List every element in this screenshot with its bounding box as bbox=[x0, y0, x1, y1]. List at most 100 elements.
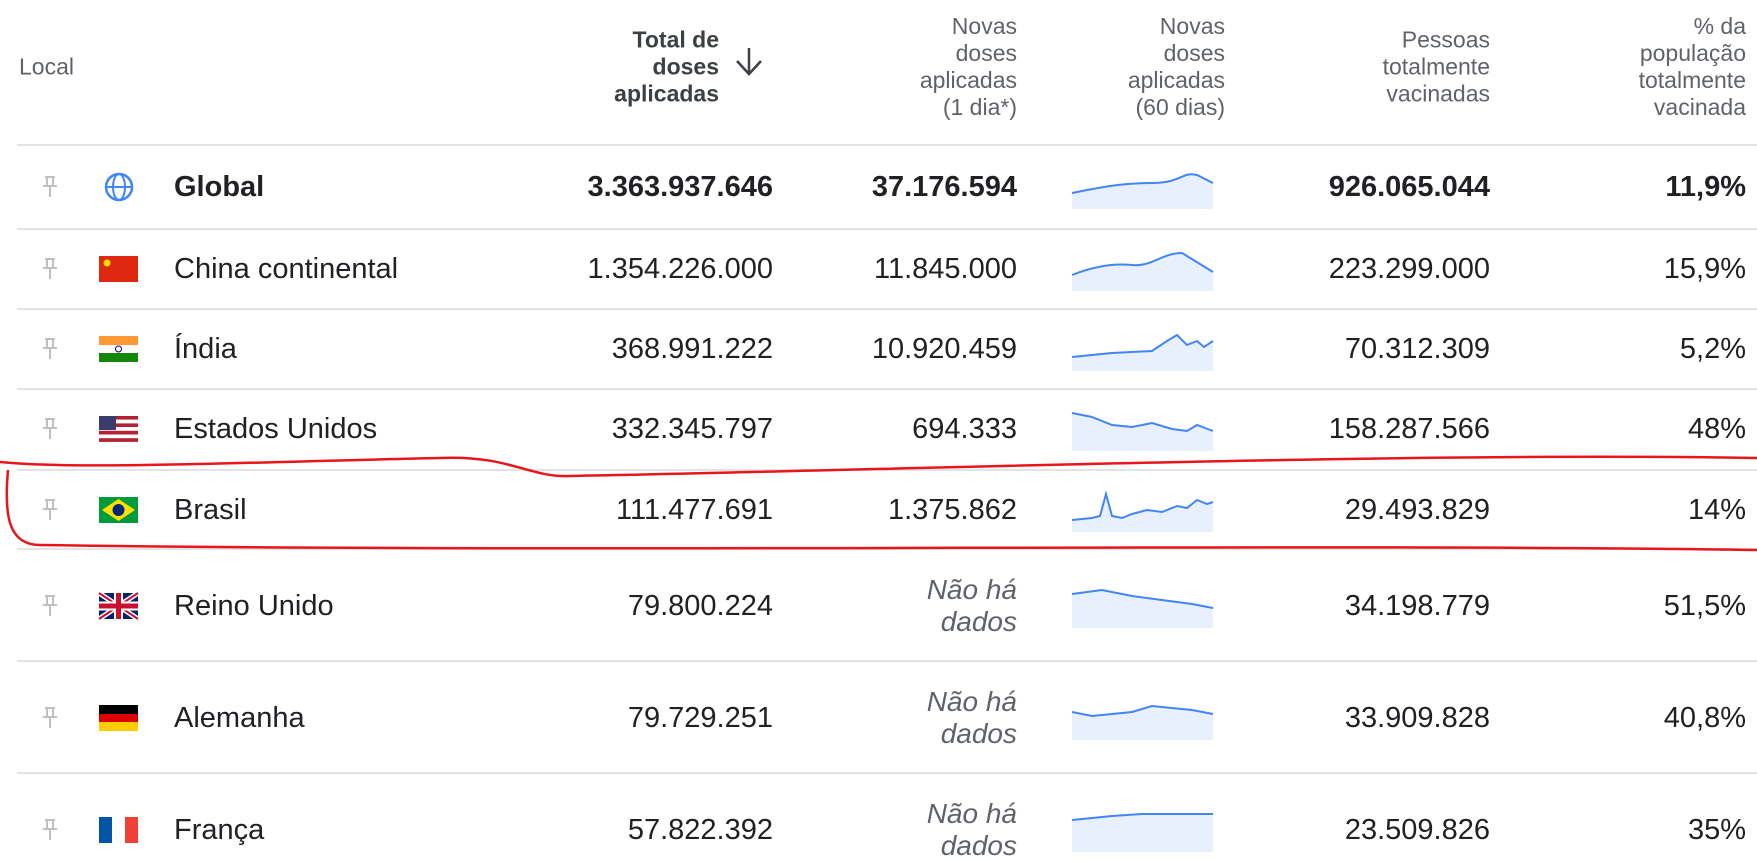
total-doses: 79.729.251 bbox=[628, 702, 773, 734]
header-line: vacinadas bbox=[1386, 80, 1490, 107]
flag-part bbox=[99, 430, 138, 435]
sparkline-area bbox=[1072, 335, 1213, 371]
country-name[interactable]: Estados Unidos bbox=[174, 413, 377, 445]
header-line: % da bbox=[1693, 13, 1746, 39]
sparkline-area bbox=[1072, 814, 1213, 852]
new-doses: 11.845.000 bbox=[874, 253, 1017, 285]
percent-vaccinated: 5,2% bbox=[1680, 333, 1746, 365]
new-doses: 1.375.862 bbox=[888, 494, 1017, 526]
header-line: totalmente bbox=[1638, 67, 1746, 93]
pin-button[interactable] bbox=[43, 176, 57, 197]
flag-part bbox=[99, 434, 138, 439]
percent-vaccinated-text: 48% bbox=[1687, 413, 1746, 445]
flag-wheel bbox=[115, 345, 122, 353]
sparkline-line bbox=[1071, 251, 1214, 276]
header-line: aplicadas bbox=[614, 80, 719, 107]
country-name[interactable]: Índia bbox=[174, 333, 237, 365]
flag-part bbox=[99, 353, 138, 362]
pin-button[interactable] bbox=[43, 707, 57, 728]
flag-globe bbox=[112, 504, 125, 516]
pin-button[interactable] bbox=[43, 499, 57, 520]
country-name-text: Estados Unidos bbox=[174, 413, 378, 445]
sparkline bbox=[1071, 813, 1213, 852]
country-name-text: Brasil bbox=[174, 494, 247, 526]
header-line: Pessoas bbox=[1401, 26, 1490, 53]
sparkline bbox=[1071, 412, 1214, 451]
flag-part bbox=[99, 817, 112, 843]
fully-vaccinated: 34.198.779 bbox=[1345, 590, 1490, 622]
country-name-text: Reino Unido bbox=[174, 590, 334, 622]
flag bbox=[99, 817, 138, 843]
percent-vaccinated: 51,5% bbox=[1664, 590, 1746, 622]
percent-vaccinated-text: 11,9% bbox=[1665, 171, 1746, 203]
flag-part bbox=[99, 345, 138, 353]
flag-part bbox=[99, 705, 138, 714]
sparkline-line bbox=[1071, 704, 1214, 718]
fully-vaccinated-text: 70.312.309 bbox=[1344, 333, 1490, 365]
flag-part bbox=[99, 423, 138, 428]
pin-button[interactable] bbox=[43, 258, 57, 279]
fully-vaccinated: 70.312.309 bbox=[1345, 333, 1490, 365]
country-name[interactable]: Brasil bbox=[174, 494, 247, 526]
sparkline-line bbox=[1071, 490, 1214, 521]
new-doses-text: Não há dados bbox=[926, 798, 1017, 861]
sparkline-line bbox=[1071, 412, 1214, 433]
total-doses-text: 79.800.224 bbox=[627, 590, 773, 622]
sparkline-area bbox=[1072, 253, 1213, 291]
flag-part bbox=[99, 256, 138, 282]
country-name-text: Global bbox=[174, 171, 265, 203]
flag-part bbox=[99, 419, 138, 424]
column-header: Pessoas totalmente vacinadas bbox=[1383, 27, 1490, 108]
sparkline-area bbox=[1072, 494, 1213, 532]
sparkline bbox=[1071, 704, 1214, 740]
fully-vaccinated: 223.299.000 bbox=[1329, 253, 1490, 285]
flag bbox=[99, 336, 138, 362]
total-doses-text: 332.345.797 bbox=[611, 413, 773, 445]
percent-vaccinated-text: 15,9% bbox=[1663, 253, 1746, 285]
country-name[interactable]: China continental bbox=[174, 253, 398, 285]
percent-vaccinated-text: 35% bbox=[1687, 814, 1746, 846]
sparkline bbox=[1071, 251, 1214, 291]
flag-part bbox=[99, 416, 116, 430]
percent-vaccinated-text: 5,2% bbox=[1679, 333, 1746, 365]
fully-vaccinated-text: 29.493.829 bbox=[1344, 494, 1490, 526]
sparkline-line bbox=[1071, 173, 1214, 194]
pin-button[interactable] bbox=[43, 338, 57, 359]
country-name[interactable]: França bbox=[174, 814, 264, 846]
total-doses: 57.822.392 bbox=[628, 814, 773, 846]
pin-button[interactable] bbox=[43, 418, 57, 439]
highlight-top bbox=[0, 455, 1757, 478]
column-header: % da população totalmente vacinada bbox=[1639, 13, 1746, 121]
country-name[interactable]: Reino Unido bbox=[174, 590, 334, 622]
sort-arrow[interactable] bbox=[736, 48, 762, 76]
header-line: vacinada bbox=[1653, 94, 1746, 120]
total-doses: 332.345.797 bbox=[612, 413, 773, 445]
percent-vaccinated: 11,9% bbox=[1665, 171, 1746, 203]
column-header: Novas doses aplicadas (1 dia*) bbox=[920, 13, 1017, 121]
header-line: Novas bbox=[951, 13, 1017, 39]
country-name-text: Alemanha bbox=[174, 702, 305, 734]
flag bbox=[99, 256, 138, 282]
fully-vaccinated: 33.909.828 bbox=[1345, 702, 1490, 734]
total-doses-text: 57.822.392 bbox=[627, 814, 773, 846]
country-name[interactable]: Alemanha bbox=[174, 702, 305, 734]
percent-vaccinated-text: 14% bbox=[1687, 494, 1746, 526]
new-doses-text: 10.920.459 bbox=[871, 333, 1017, 365]
column-header: Local bbox=[19, 54, 74, 81]
sparkline-line bbox=[1071, 333, 1214, 358]
sparkline-line bbox=[1071, 813, 1213, 821]
flag-part bbox=[99, 427, 138, 431]
percent-vaccinated-text: 40,8% bbox=[1663, 702, 1746, 734]
flag-part bbox=[112, 817, 125, 843]
flag-part bbox=[99, 714, 138, 722]
pin-button[interactable] bbox=[43, 819, 57, 840]
header-line: Local bbox=[19, 53, 74, 80]
flag-part bbox=[99, 603, 138, 609]
total-doses-text: 79.729.251 bbox=[627, 702, 773, 734]
country-name[interactable]: Global bbox=[174, 171, 264, 203]
pin-button[interactable] bbox=[43, 595, 57, 616]
flag-part bbox=[99, 416, 138, 420]
total-doses: 368.991.222 bbox=[612, 333, 773, 365]
